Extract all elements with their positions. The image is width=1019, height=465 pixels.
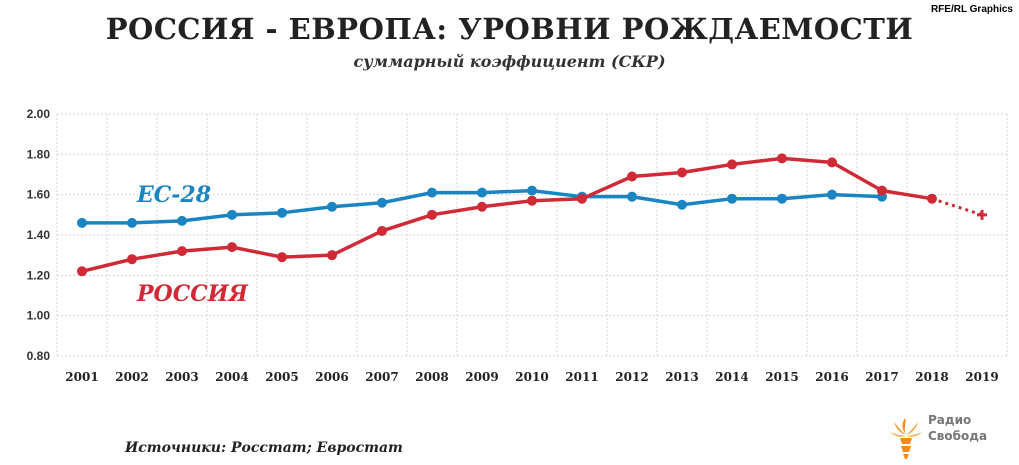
x-tick-label: 2011 — [565, 370, 598, 384]
x-tick-label: 2007 — [365, 370, 398, 384]
x-tick-label: 2006 — [315, 370, 348, 384]
data-point-russia — [477, 201, 487, 212]
x-tick-label: 2015 — [765, 370, 798, 384]
data-point-russia — [677, 167, 687, 178]
x-tick-label: 2004 — [215, 370, 248, 384]
x-tick-label: 2018 — [915, 370, 948, 384]
data-point-eu28 — [827, 189, 837, 200]
y-tick-label: 1.00 — [27, 309, 51, 323]
data-point-eu28 — [227, 209, 237, 220]
data-point-russia — [377, 225, 387, 236]
data-point-russia-forecast — [977, 209, 987, 220]
data-point-russia — [927, 193, 937, 204]
data-point-russia — [577, 193, 587, 204]
x-tick-label: 2001 — [65, 370, 98, 384]
data-point-russia — [877, 185, 887, 196]
x-tick-label: 2012 — [615, 370, 648, 384]
y-tick-label: 1.60 — [27, 188, 51, 202]
data-point-eu28 — [177, 215, 187, 226]
data-point-russia — [627, 171, 637, 182]
x-tick-label: 2014 — [715, 370, 748, 384]
x-tick-label: 2013 — [665, 370, 698, 384]
series-label-russia: РОССИЯ — [136, 281, 249, 307]
series-line-russia-forecast — [931, 197, 983, 217]
data-point-russia — [727, 159, 737, 170]
x-tick-label: 2002 — [115, 370, 148, 384]
data-point-russia — [277, 252, 287, 263]
y-tick-label: 1.80 — [27, 147, 51, 161]
data-point-eu28 — [427, 187, 437, 198]
data-point-eu28 — [627, 191, 637, 202]
data-point-russia — [427, 209, 437, 220]
data-point-eu28 — [277, 207, 287, 218]
y-tick-label: 2.00 — [27, 107, 51, 121]
data-point-russia — [827, 157, 837, 168]
data-point-russia — [177, 246, 187, 257]
x-tick-label: 2005 — [265, 370, 298, 384]
x-tick-label: 2008 — [415, 370, 448, 384]
data-point-russia — [227, 242, 237, 253]
data-point-eu28 — [727, 193, 737, 204]
data-point-russia — [527, 195, 537, 206]
radio-svoboda-flame-icon — [890, 418, 922, 459]
radio-svoboda-wordmark: Радио Свобода — [928, 413, 988, 443]
chart-title: РОССИЯ - ЕВРОПА: УРОВНИ РОЖДАЕМОСТИ — [105, 12, 914, 46]
data-point-eu28 — [677, 199, 687, 210]
source-note: Источники: Росстат; Евростат — [125, 440, 403, 456]
data-point-eu28 — [377, 197, 387, 208]
data-point-eu28 — [77, 217, 87, 228]
x-tick-label: 2010 — [515, 370, 548, 384]
x-tick-label: 2017 — [865, 370, 898, 384]
chart-subtitle: суммарный коэффициент (СКР) — [353, 52, 666, 71]
x-tick-label: 2003 — [165, 370, 198, 384]
data-point-eu28 — [477, 187, 487, 198]
x-axis-ticks: 2001 2002 2003 2004 2005 2006 2007 2008 2009 2010… — [65, 370, 998, 384]
y-tick-label: 1.40 — [27, 228, 51, 242]
series-label-eu28: ЕС-28 — [136, 182, 211, 208]
x-tick-label: 2009 — [465, 370, 498, 384]
y-axis-ticks: 0.80 1.00 1.20 1.40 1.60 1.80 2.00 — [27, 107, 51, 363]
graphics-credit: RFE/RL Graphics — [930, 4, 1013, 15]
y-tick-label: 0.80 — [27, 349, 51, 363]
data-point-russia — [327, 250, 337, 261]
grid-lines — [56, 113, 1008, 357]
x-tick-label: 2019 — [965, 370, 998, 384]
series-layer — [77, 153, 987, 277]
data-point-eu28 — [327, 201, 337, 212]
data-point-eu28 — [127, 217, 137, 228]
data-point-eu28 — [527, 185, 537, 196]
radio-svoboda-logo: Радио Свобода — [888, 408, 1018, 464]
data-point-russia — [777, 153, 787, 164]
x-tick-label: 2016 — [815, 370, 848, 384]
series-line-russia — [81, 156, 933, 274]
data-point-russia — [127, 254, 137, 265]
series-labels: ЕС-28 РОССИЯ — [136, 182, 249, 307]
data-point-eu28 — [777, 193, 787, 204]
y-tick-label: 1.20 — [27, 268, 51, 282]
data-point-russia — [77, 266, 87, 277]
